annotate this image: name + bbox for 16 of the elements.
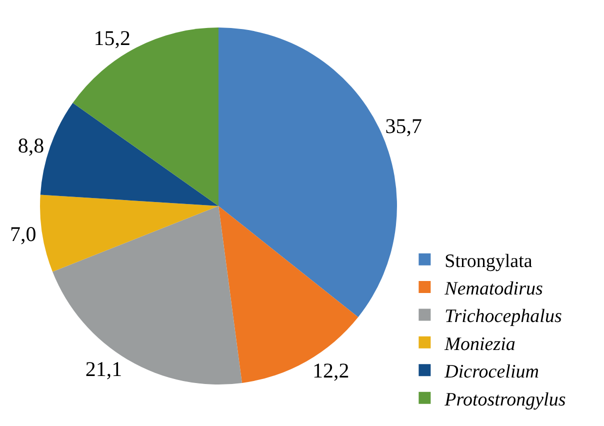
legend-label: Trichocephalus	[444, 306, 562, 328]
legend-label: Strongylata	[444, 250, 533, 272]
pie-slice	[218, 206, 358, 383]
pie-slice	[72, 28, 218, 206]
legend-label: Moniezia	[444, 334, 516, 355]
legend-label: Protostrongylus	[444, 389, 566, 410]
data-label: 35,7	[385, 114, 422, 138]
data-label: 8,8	[18, 133, 44, 158]
legend-label: Dicrocelium	[444, 362, 539, 383]
data-label: 12,2	[312, 358, 350, 382]
pie-slice	[52, 206, 242, 384]
data-label: 15,2	[94, 26, 130, 50]
legend-label: Nematodirus	[444, 278, 543, 300]
data-label: 7,0	[10, 222, 36, 246]
pie-slice	[40, 194, 218, 272]
data-label: 21,1	[85, 356, 122, 381]
